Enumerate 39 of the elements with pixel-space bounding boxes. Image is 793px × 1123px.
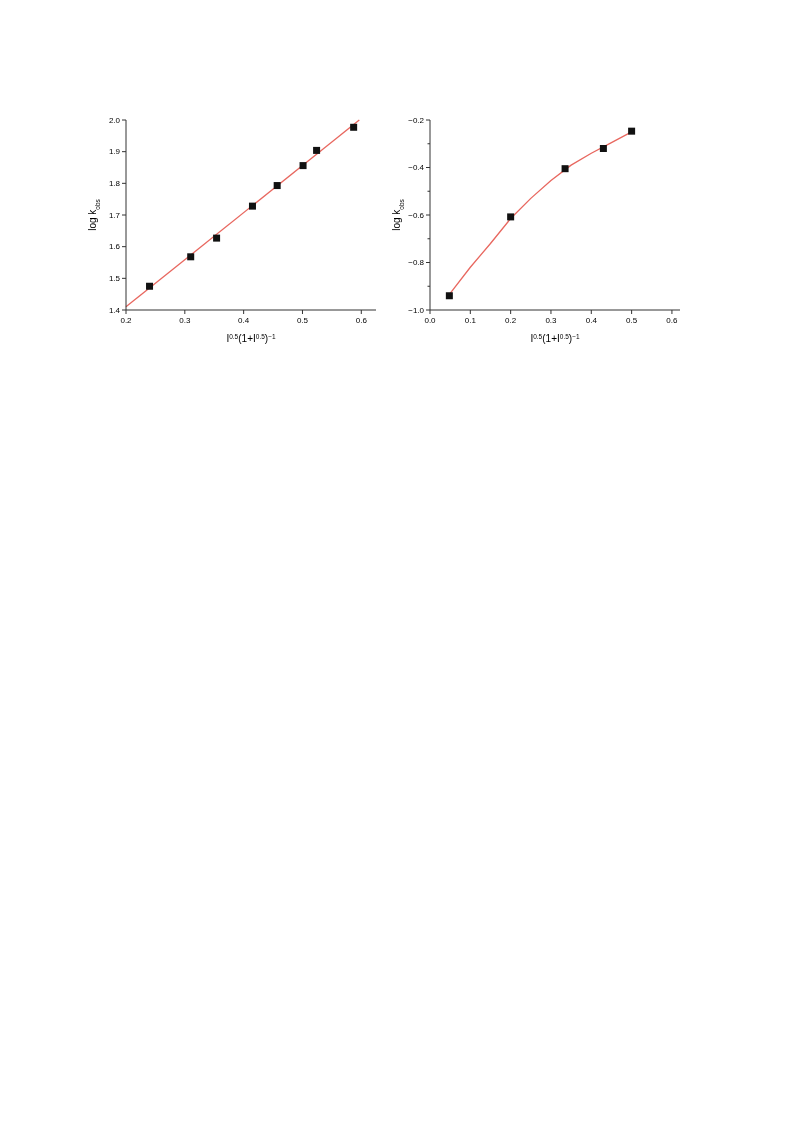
point <box>299 162 307 170</box>
x-tick-label: 0.0 <box>424 316 437 325</box>
point <box>599 145 607 152</box>
point <box>273 182 281 190</box>
x-tick-label: 0.5 <box>626 316 638 325</box>
x-tick-label: 0.4 <box>238 316 250 325</box>
x-tick-label: 0.6 <box>355 316 368 325</box>
y-tick-label: −0.6 <box>408 210 425 220</box>
y-tick-label: 1.9 <box>108 147 121 157</box>
point <box>561 165 569 173</box>
x-tick-label: 0.2 <box>505 316 517 325</box>
y-tick-label: −0.8 <box>408 258 425 268</box>
y-tick-label: 2.0 <box>108 115 121 125</box>
x-tick-label: 0.5 <box>296 316 309 325</box>
point <box>213 234 221 242</box>
point <box>350 123 358 131</box>
point <box>445 292 453 300</box>
point <box>248 202 256 210</box>
y-tick-label: −0.4 <box>408 163 425 173</box>
x-tick-label: 0.3 <box>545 316 558 325</box>
point <box>146 282 154 290</box>
point <box>313 146 321 154</box>
y-tick-label: 1.7 <box>108 210 121 220</box>
y-tick-label: 1.4 <box>108 305 121 315</box>
x-axis-title: I$^{0.5}$(1+I$^{0.5}$)$^{−1}$ <box>226 332 276 344</box>
x-axis-title: I$^{0.5}$(1+I$^{0.5}$)$^{−1}$ <box>530 332 580 344</box>
x-tick-label: 0.6 <box>666 316 679 325</box>
x-tick-label: 0.2 <box>120 316 133 325</box>
point <box>507 213 515 221</box>
y-tick-label: 1.8 <box>108 179 121 189</box>
x-tick-label: 0.1 <box>464 316 477 325</box>
y-tick-label: −1.0 <box>408 305 425 315</box>
y-tick-label: 1.5 <box>108 274 121 284</box>
y-tick-label: 1.6 <box>108 242 121 252</box>
x-tick-label: 0.4 <box>585 316 598 325</box>
y-tick-label: −0.2 <box>408 115 425 125</box>
point <box>187 253 195 261</box>
x-tick-label: 0.3 <box>179 316 191 325</box>
point <box>628 127 636 135</box>
